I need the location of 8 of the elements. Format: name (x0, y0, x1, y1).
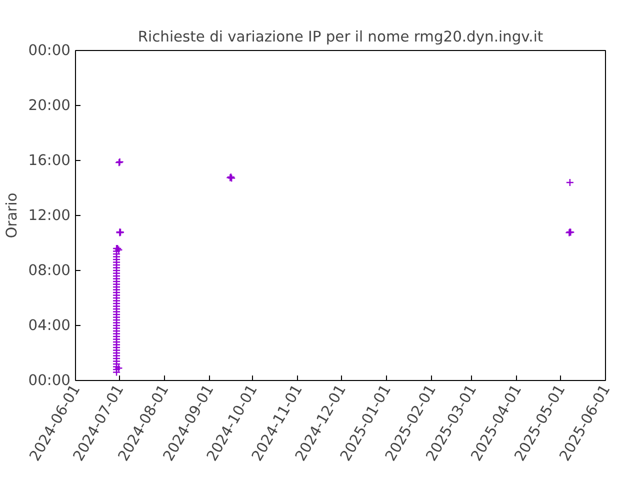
y-tick-label: 04:00 (28, 317, 71, 334)
y-tick-label: 12:00 (28, 207, 71, 224)
y-tick-label: 20:00 (28, 97, 71, 114)
y-tick-label: 08:00 (28, 262, 71, 279)
chart-title: Richieste di variazione IP per il nome rmg20.dyn.ingv.it (138, 28, 544, 46)
y-tick-label: 00:00 (28, 42, 71, 59)
y-tick-label: 16:00 (28, 152, 71, 169)
y-axis-title: Orario (3, 192, 20, 238)
